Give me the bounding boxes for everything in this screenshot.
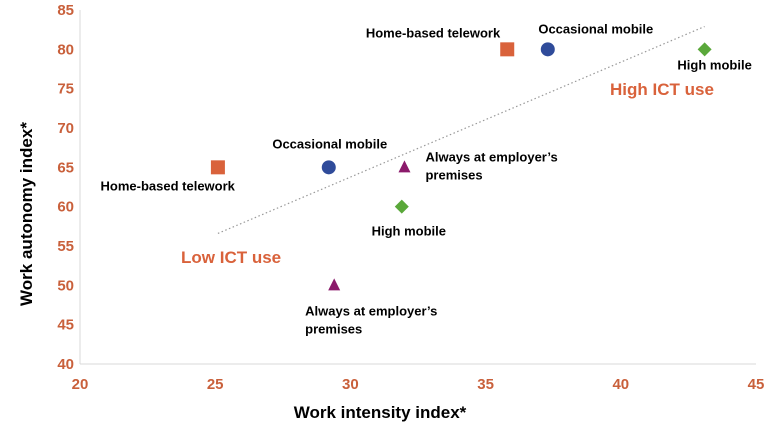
occasional-circle-marker (321, 160, 336, 175)
point-label: Always at employer’s (305, 303, 437, 318)
x-tick-label: 35 (477, 376, 494, 393)
point-label: High mobile (677, 57, 751, 72)
x-tick-label: 25 (207, 376, 224, 393)
home-square-marker (210, 160, 225, 175)
point-label: Occasional mobile (272, 136, 387, 151)
y-tick-label: 45 (57, 317, 74, 334)
y-tick-label: 40 (57, 356, 74, 373)
x-axis-title: Work intensity index* (294, 403, 467, 422)
point-label: Home-based telework (101, 178, 236, 193)
high-diamond-marker (697, 42, 712, 57)
always-triangle-marker (398, 160, 411, 173)
x-tick-label: 45 (748, 376, 765, 393)
x-tick-labels: 20 25 30 35 40 45 (72, 376, 765, 393)
y-tick-label: 80 (57, 41, 74, 58)
high-diamond-marker (394, 199, 409, 214)
x-tick-label: 20 (72, 376, 89, 393)
y-tick-label: 60 (57, 199, 74, 216)
point-label: Always at employer’s (425, 149, 557, 164)
always-triangle-marker (328, 278, 341, 291)
x-tick-label: 30 (342, 376, 359, 393)
y-tick-labels: 40 45 50 55 60 65 70 75 80 85 (57, 2, 74, 373)
y-tick-label: 65 (57, 159, 74, 176)
point-label: High mobile (372, 224, 446, 239)
y-tick-label: 50 (57, 277, 74, 294)
point-label: premises (305, 321, 362, 336)
data-point-labels: Home-based telework Occasional mobile Alwa… (101, 21, 752, 336)
home-square-marker (500, 42, 515, 57)
point-label: Occasional mobile (538, 21, 653, 36)
axes (79, 10, 756, 365)
x-tick-label: 40 (612, 376, 629, 393)
y-tick-label: 75 (57, 81, 74, 98)
y-tick-label: 55 (57, 238, 74, 255)
annotation-low-ict: Low ICT use (181, 248, 281, 267)
occasional-circle-marker (540, 42, 555, 57)
point-label: premises (425, 167, 482, 182)
y-tick-label: 85 (57, 2, 74, 19)
point-label: Home-based telework (366, 25, 501, 40)
trendline (217, 25, 705, 234)
annotation-high-ict: High ICT use (610, 80, 714, 99)
y-axis-title: Work autonomy index* (17, 122, 36, 306)
y-tick-label: 70 (57, 120, 74, 137)
data-points (210, 42, 712, 291)
